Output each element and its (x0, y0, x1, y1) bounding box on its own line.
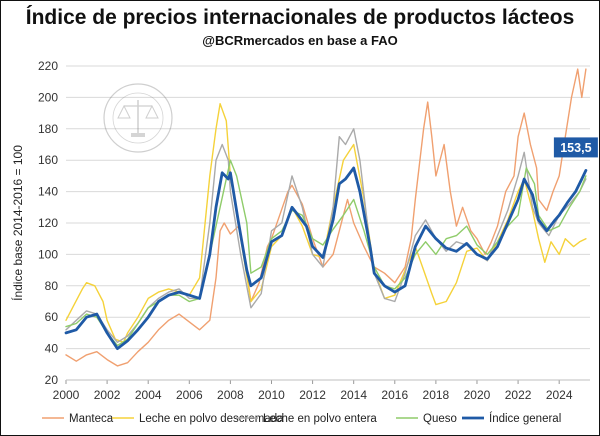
legend-label: Manteca (69, 413, 114, 425)
series-lines (64, 68, 588, 367)
legend-label: Índice general (489, 412, 561, 425)
y-tick-label: 160 (38, 153, 58, 167)
y-tick-label: 20 (45, 373, 59, 387)
x-tick-label: 2006 (176, 388, 203, 402)
callout-value: 153,5 (560, 141, 591, 155)
x-tick-label: 2002 (94, 388, 121, 402)
watermark-seal (103, 83, 173, 153)
y-tick-label: 120 (38, 216, 58, 230)
x-tick-label: 2022 (505, 388, 532, 402)
x-tick-label: 2016 (381, 388, 408, 402)
y-tick-label: 60 (45, 310, 59, 324)
legend-label: Leche en polvo entera (263, 413, 377, 425)
y-tick-label: 180 (38, 122, 58, 136)
y-tick-label: 100 (38, 247, 58, 261)
x-tick-label: 2000 (53, 388, 80, 402)
legend-label: Queso (423, 413, 457, 425)
x-tick-label: 2024 (546, 388, 573, 402)
x-tick-label: 2010 (258, 388, 285, 402)
series-line-0 (65, 68, 587, 367)
x-tick-label: 2008 (217, 388, 244, 402)
series-line-2 (65, 128, 587, 343)
axes: 20 40 60 80 100 120 140 160 180 200 220 2000 2002 200… (10, 59, 590, 402)
y-tick-label: 40 (45, 342, 59, 356)
last-value-callout: 153,5 (553, 137, 598, 158)
x-tick-label: 2020 (464, 388, 491, 402)
chart-title: Índice de precios internacionales de pro… (25, 6, 575, 29)
chart-subtitle: @BCRmercados en base a FAO (202, 33, 398, 48)
y-tick-label: 200 (38, 90, 58, 104)
x-tick-label: 2012 (299, 388, 326, 402)
y-tick-label: 80 (45, 279, 59, 293)
legend-label: Leche en polvo descremada (139, 413, 284, 425)
x-tick-label: 2014 (340, 388, 367, 402)
y-axis-title: Índice base 2014-2016 = 100 (10, 145, 25, 301)
y-tick-label: 140 (38, 185, 58, 199)
series-line-4 (64, 166, 588, 350)
x-tick-label: 2018 (423, 388, 450, 402)
callout-box (553, 137, 598, 158)
y-tick-label: 220 (38, 59, 58, 73)
x-tick-label: 2004 (135, 388, 162, 402)
